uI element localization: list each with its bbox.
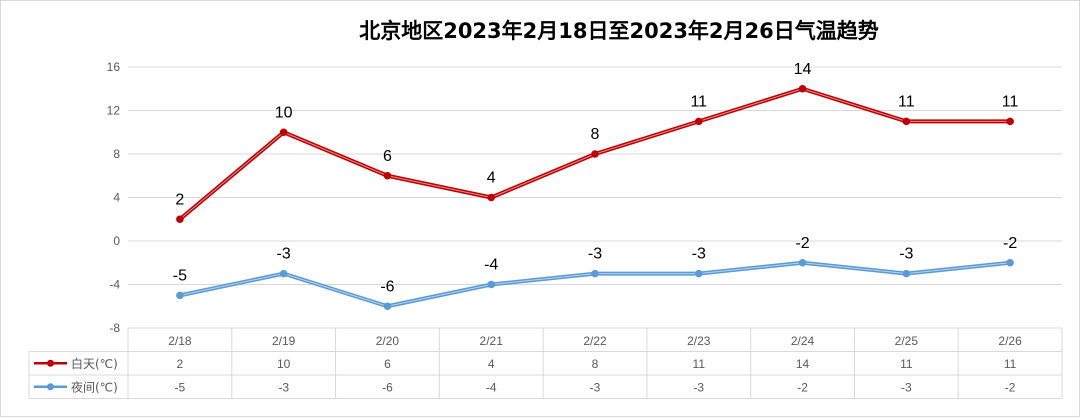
- table-cell: 4: [488, 357, 495, 371]
- data-label: 11: [1002, 93, 1019, 110]
- table-cell: 6: [384, 357, 391, 371]
- y-tick-label: 4: [113, 191, 120, 205]
- legend-label: 夜间(℃): [71, 379, 118, 394]
- data-point: [279, 128, 288, 137]
- data-point: [279, 269, 288, 278]
- data-point: [487, 280, 496, 289]
- table-cell: -2: [1005, 380, 1016, 394]
- x-category-label: 2/24: [791, 334, 815, 348]
- data-point: [176, 215, 184, 224]
- table-cell: 14: [796, 357, 810, 371]
- data-label: 14: [794, 61, 812, 78]
- table-cell: -4: [486, 380, 497, 394]
- table-cell: 8: [592, 357, 599, 371]
- x-category-label: 2/18: [168, 334, 192, 348]
- y-tick-label: 16: [107, 60, 121, 74]
- table-cell: -3: [901, 380, 912, 394]
- data-point: [383, 302, 392, 311]
- table-cell: 11: [1004, 357, 1017, 371]
- legend-key-marker: [47, 383, 54, 391]
- y-tick-label: 12: [107, 104, 121, 118]
- y-tick-label: -8: [109, 321, 120, 335]
- data-label: -3: [277, 246, 291, 263]
- data-label: -3: [588, 246, 602, 263]
- y-tick-label: 0: [113, 234, 120, 248]
- legend-label: 白天(℃): [71, 356, 118, 371]
- data-table: 2/18 2/19 2/20 2/21 2/22 2/23 2/24 2/25 2/26 白天(℃…: [28, 327, 1063, 399]
- x-category-label: 2/23: [687, 334, 711, 348]
- data-point: [383, 171, 392, 180]
- y-axis: 16 12 8 4 0 -4 -8: [107, 60, 121, 335]
- data-label: 6: [383, 148, 392, 165]
- gridlines: [128, 66, 1062, 329]
- data-point: [1006, 258, 1014, 267]
- data-labels: 2 10 6 4 8 11 14 11 11 -5 -3 -6 -4 -3 -3 -2 -3 -2: [173, 61, 1019, 296]
- table-cell: -2: [797, 380, 808, 394]
- data-label: -6: [380, 278, 394, 295]
- data-point: [176, 291, 184, 300]
- data-point: [1006, 117, 1014, 126]
- data-point: [694, 117, 703, 126]
- x-category-label: 2/25: [895, 334, 919, 348]
- data-label: 8: [591, 126, 600, 143]
- table-cell: 11: [900, 357, 913, 371]
- x-category-label: 2/21: [480, 334, 504, 348]
- table-cell: 11: [693, 357, 706, 371]
- data-point: [487, 193, 496, 202]
- x-category-label: 2/22: [583, 334, 607, 348]
- data-label: 11: [690, 93, 707, 110]
- data-point: [591, 150, 599, 158]
- x-category-label: 2/26: [998, 334, 1022, 348]
- table-cell: 2: [177, 357, 184, 371]
- chart-title: 北京地区2023年2月18日至2023年2月26日气温趋势: [359, 19, 879, 43]
- data-point: [902, 269, 911, 278]
- legend-key-marker: [47, 359, 54, 367]
- data-label: -2: [1003, 235, 1017, 252]
- data-label: -4: [484, 257, 498, 274]
- data-point: [902, 117, 911, 126]
- table-cell: -5: [175, 380, 186, 394]
- y-tick-label: -4: [109, 278, 120, 292]
- data-point: [591, 269, 599, 278]
- table-cell: -6: [382, 380, 393, 394]
- table-cell: -3: [693, 380, 704, 394]
- data-label: 11: [898, 93, 915, 110]
- data-label: -3: [899, 246, 913, 263]
- y-tick-label: 8: [113, 147, 120, 161]
- x-category-label: 2/19: [272, 334, 296, 348]
- data-label: 10: [275, 104, 293, 121]
- data-label: -5: [173, 267, 187, 284]
- data-label: 4: [487, 170, 496, 187]
- series-points: [176, 84, 1014, 311]
- table-cell: -3: [278, 380, 289, 394]
- table-cell: -3: [590, 380, 601, 394]
- x-category-label: 2/20: [376, 334, 400, 348]
- data-label: 2: [175, 191, 184, 208]
- data-label: -2: [795, 235, 809, 252]
- data-point: [798, 84, 807, 93]
- data-point: [798, 258, 807, 267]
- table-cell: 10: [277, 357, 291, 371]
- data-label: -3: [692, 246, 706, 263]
- data-point: [694, 269, 703, 278]
